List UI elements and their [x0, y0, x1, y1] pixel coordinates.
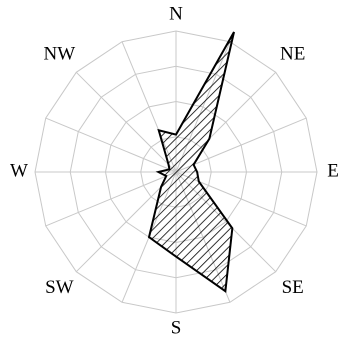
grid-spoke: [75, 171, 177, 273]
direction-label: S: [171, 317, 182, 338]
direction-label: E: [327, 160, 338, 181]
grid-spoke: [45, 117, 177, 173]
grid-spoke: [75, 71, 177, 173]
direction-label: SW: [45, 277, 74, 298]
direction-label: NE: [280, 44, 305, 65]
direction-label: SE: [282, 277, 304, 298]
grid-spoke: [45, 171, 177, 227]
direction-label: W: [10, 160, 28, 181]
direction-label: NW: [43, 44, 75, 65]
direction-label: N: [169, 3, 183, 24]
grid-spoke: [175, 117, 307, 173]
data-area: [147, 31, 235, 293]
